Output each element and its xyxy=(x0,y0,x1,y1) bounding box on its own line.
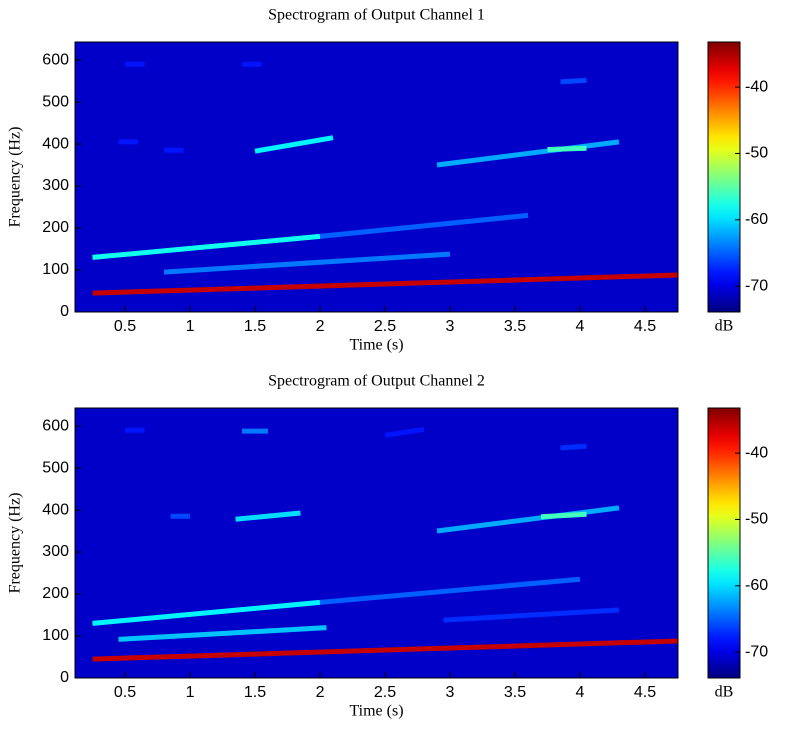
tracks xyxy=(92,61,678,296)
track xyxy=(319,576,581,605)
colorbar xyxy=(707,407,741,679)
y-tick-label: 500 xyxy=(42,93,69,110)
colorbar-tick-label: -50 xyxy=(745,511,768,528)
x-axis-label: Time (s) xyxy=(349,703,403,720)
y-tick-label: 100 xyxy=(42,261,69,278)
tracks xyxy=(92,426,678,662)
y-tick-label: 600 xyxy=(42,417,69,434)
track xyxy=(163,251,451,275)
y-tick-label: 0 xyxy=(60,669,69,686)
chart-title: Spectrogram of Output Channel 1 xyxy=(268,7,485,24)
track xyxy=(443,607,620,623)
track xyxy=(436,505,620,534)
y-tick-label: 300 xyxy=(42,543,69,560)
y-tick-label: 0 xyxy=(60,303,69,320)
x-tick-label: 2.5 xyxy=(374,318,396,335)
track xyxy=(547,145,587,152)
x-tick-label: 4.5 xyxy=(634,318,656,335)
colorbar-tick-label: -40 xyxy=(745,78,768,95)
colorbar-label: dB xyxy=(715,318,734,335)
track xyxy=(254,135,334,154)
y-axis-label: Frequency (Hz) xyxy=(7,127,24,228)
y-tick-label: 600 xyxy=(42,51,69,68)
y-tick-label: 300 xyxy=(42,177,69,194)
y-axis-label: Frequency (Hz) xyxy=(7,493,24,594)
colorbar-label: dB xyxy=(715,684,734,701)
background xyxy=(75,408,678,678)
track xyxy=(560,77,587,85)
track xyxy=(384,426,425,438)
x-tick-label: 3 xyxy=(446,318,455,335)
colorbar-tick-label: -50 xyxy=(745,145,768,162)
colorbar-tick-label: -60 xyxy=(745,211,768,228)
track xyxy=(92,272,678,296)
x-tick-label: 3.5 xyxy=(504,684,526,701)
track xyxy=(319,212,529,239)
y-tick-label: 500 xyxy=(42,459,69,476)
y-tick-label: 400 xyxy=(42,135,69,152)
colorbar-tick-label: -70 xyxy=(745,643,768,660)
y-tick-label: 100 xyxy=(42,627,69,644)
colorbar-tick-label: -70 xyxy=(745,277,768,294)
track xyxy=(235,510,301,522)
x-axis-label: Time (s) xyxy=(349,337,403,354)
track xyxy=(92,233,321,260)
y-tick-label: 400 xyxy=(42,501,69,518)
x-tick-label: 2 xyxy=(316,684,325,701)
track xyxy=(540,511,587,520)
x-tick-label: 1.5 xyxy=(244,684,266,701)
plot-frame xyxy=(74,41,679,313)
x-tick-label: 3.5 xyxy=(504,318,526,335)
y-tick-label: 200 xyxy=(42,585,69,602)
track xyxy=(118,625,327,642)
x-tick-label: 0.5 xyxy=(114,684,136,701)
x-tick-label: 2.5 xyxy=(374,684,396,701)
colorbar-tick-label: -40 xyxy=(745,444,768,461)
track xyxy=(436,139,620,168)
chart-title: Spectrogram of Output Channel 2 xyxy=(268,373,485,390)
x-tick-label: 0.5 xyxy=(114,318,136,335)
x-tick-label: 3 xyxy=(446,684,455,701)
track xyxy=(560,443,587,451)
track xyxy=(92,599,321,626)
x-tick-label: 4.5 xyxy=(634,684,656,701)
x-tick-label: 1.5 xyxy=(244,318,266,335)
background xyxy=(75,42,678,312)
x-tick-label: 2 xyxy=(316,318,325,335)
x-tick-label: 4 xyxy=(576,318,585,335)
plot-frame xyxy=(74,407,679,679)
track xyxy=(92,638,678,662)
y-tick-label: 200 xyxy=(42,219,69,236)
x-tick-label: 4 xyxy=(576,684,585,701)
colorbar xyxy=(707,41,741,313)
colorbar-tick-label: -60 xyxy=(745,577,768,594)
x-tick-label: 1 xyxy=(186,318,195,335)
x-tick-label: 1 xyxy=(186,684,195,701)
